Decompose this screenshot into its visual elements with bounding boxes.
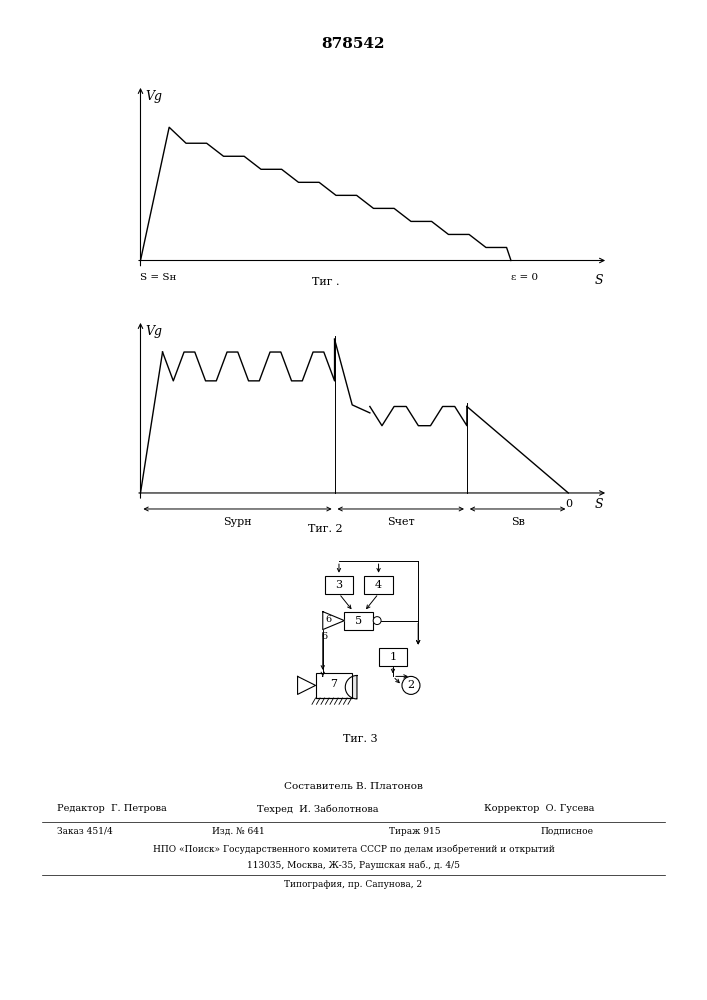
Text: Тираж 915: Тираж 915 [389,827,440,836]
Polygon shape [323,612,344,630]
Text: Vg: Vg [145,90,162,103]
Text: Техред  И. Заболотнова: Техред И. Заболотнова [257,804,379,814]
Text: Типография, пр. Сапунова, 2: Типография, пр. Сапунова, 2 [284,880,423,889]
Bar [315,673,351,698]
Text: 1: 1 [390,652,397,662]
Text: ε = 0: ε = 0 [510,273,538,282]
Bar [344,612,373,630]
Text: 113035, Москва, Ж-35, Раушская наб., д. 4/5: 113035, Москва, Ж-35, Раушская наб., д. … [247,860,460,869]
Text: S: S [595,498,604,511]
Bar [378,648,407,666]
Text: 0: 0 [565,499,572,509]
Text: 4: 4 [375,580,382,590]
Text: Редактор  Г. Петрова: Редактор Г. Петрова [57,804,166,813]
Text: 878542: 878542 [322,37,385,51]
Polygon shape [345,676,357,699]
Text: Sв: Sв [510,517,525,527]
Polygon shape [298,676,315,694]
Text: S = Sн: S = Sн [141,273,177,282]
Text: 6: 6 [325,615,332,624]
Text: Sурн: Sурн [223,517,252,527]
Circle shape [402,676,420,694]
Text: S: S [595,273,604,286]
Text: Τиг .: Τиг . [312,277,339,287]
Text: Τиг. 2: Τиг. 2 [308,524,343,534]
Text: 7: 7 [330,679,337,689]
Text: Vg: Vg [145,325,162,338]
Text: 3: 3 [335,580,342,590]
Text: 2: 2 [407,680,414,690]
Bar [364,576,393,594]
Text: Τиг. 3: Τиг. 3 [344,734,378,744]
Text: НПО «Поиск» Государственного комитета СССР по делам изобретений и открытий: НПО «Поиск» Государственного комитета СС… [153,845,554,854]
Text: Составитель В. Платонов: Составитель В. Платонов [284,782,423,791]
Text: Sчет: Sчет [387,517,414,527]
Text: Заказ 451/4: Заказ 451/4 [57,827,112,836]
Bar [325,576,354,594]
Text: Подписное: Подписное [541,827,594,836]
Text: 6: 6 [322,632,327,641]
Text: 5: 5 [355,616,362,626]
Circle shape [373,617,381,625]
Text: Изд. № 641: Изд. № 641 [212,827,265,836]
Text: Корректор  О. Гусева: Корректор О. Гусева [484,804,594,813]
